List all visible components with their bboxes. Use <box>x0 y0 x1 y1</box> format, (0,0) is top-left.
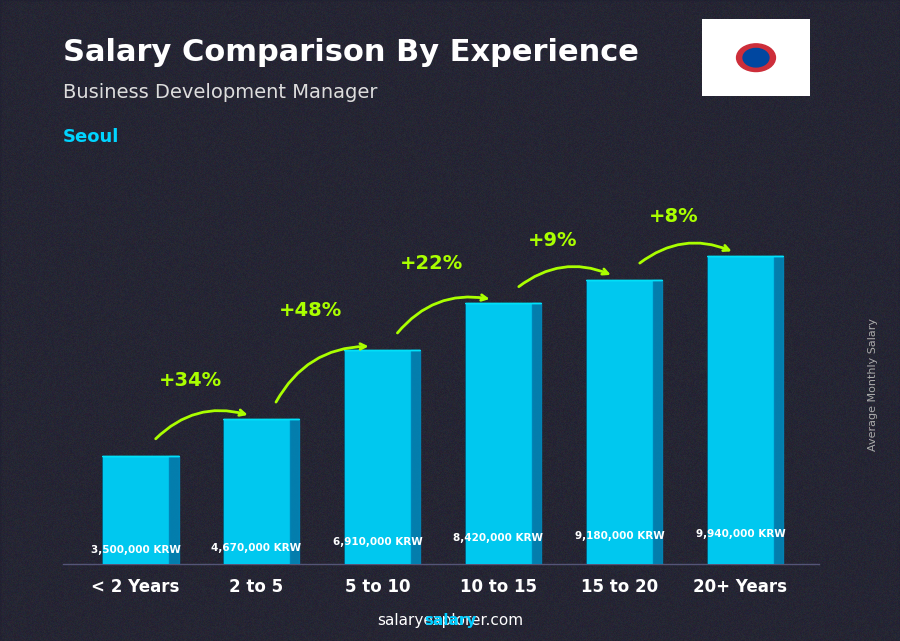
Text: Business Development Manager: Business Development Manager <box>63 83 377 103</box>
Polygon shape <box>532 303 542 564</box>
Text: +34%: +34% <box>158 370 221 390</box>
Text: 3,500,000 KRW: 3,500,000 KRW <box>91 545 181 555</box>
Text: salaryexplorer.com: salaryexplorer.com <box>377 613 523 628</box>
Text: Average Monthly Salary: Average Monthly Salary <box>868 318 878 451</box>
Text: salary: salary <box>424 613 476 628</box>
Text: 9,940,000 KRW: 9,940,000 KRW <box>696 529 786 540</box>
Text: 9,180,000 KRW: 9,180,000 KRW <box>574 531 664 542</box>
Text: Seoul: Seoul <box>63 128 120 146</box>
Polygon shape <box>652 279 662 564</box>
Text: 6,910,000 KRW: 6,910,000 KRW <box>333 537 422 547</box>
Bar <box>344 350 410 564</box>
Bar <box>465 303 532 564</box>
Text: +22%: +22% <box>400 254 464 274</box>
Bar <box>707 256 774 564</box>
Text: +48%: +48% <box>279 301 343 320</box>
Polygon shape <box>410 350 420 564</box>
Text: Salary Comparison By Experience: Salary Comparison By Experience <box>63 38 639 67</box>
Text: 4,670,000 KRW: 4,670,000 KRW <box>212 542 302 553</box>
Polygon shape <box>169 456 178 564</box>
Bar <box>586 279 652 564</box>
Bar <box>223 419 290 564</box>
Circle shape <box>743 49 769 67</box>
Text: +8%: +8% <box>649 208 698 226</box>
Text: 8,420,000 KRW: 8,420,000 KRW <box>454 533 544 543</box>
Bar <box>103 456 169 564</box>
Polygon shape <box>774 256 783 564</box>
Text: +9%: +9% <box>528 231 578 250</box>
Polygon shape <box>290 419 300 564</box>
Circle shape <box>736 44 776 72</box>
